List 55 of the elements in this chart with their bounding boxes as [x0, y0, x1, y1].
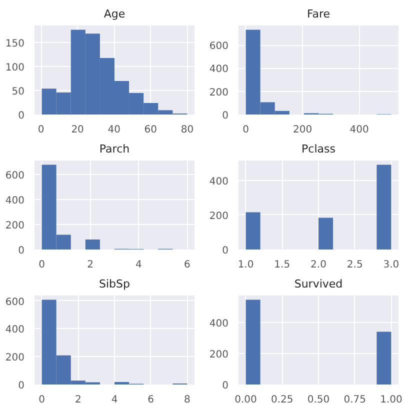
x-tick-label: 0 [38, 260, 45, 270]
y-tick-label: 200 [209, 210, 229, 222]
x-tick-label: 2 [74, 394, 82, 405]
x-tick-label: 2 [87, 260, 94, 270]
x-tick-label: 400 [350, 124, 369, 136]
x-tick-label: 6 [148, 394, 154, 405]
y-tick-label: 150 [5, 38, 25, 50]
x-tick-label: 0.75 [344, 394, 366, 405]
y-tick-label: 100 [5, 62, 25, 74]
x-tick-label: 1.0 [238, 260, 254, 270]
y-tick-label: 200 [209, 350, 229, 361]
x-tick-label: 1.00 [380, 394, 402, 405]
y-tick-label: 400 [209, 176, 229, 188]
y-tick-label: 400 [209, 64, 229, 76]
y-tick-label: 400 [5, 195, 25, 206]
y-tick-label: 0 [18, 380, 25, 392]
x-tick-label: 2.0 [310, 260, 326, 270]
y-tick-label: 400 [5, 324, 25, 336]
chart-title: Survived [294, 278, 343, 290]
chart-title: Age [104, 8, 126, 20]
y-tick-label: 0 [18, 246, 25, 256]
y-tick-label: 0 [18, 110, 25, 122]
chart-title: SibSp [99, 278, 130, 290]
x-tick-label: 0.50 [307, 394, 330, 405]
y-tick-label: 50 [12, 86, 25, 98]
x-tick-label: 80 [180, 124, 194, 136]
x-tick-label: 8 [184, 394, 190, 405]
y-tick-label: 0 [222, 110, 229, 122]
y-tick-label: 600 [209, 41, 229, 52]
y-tick-label: 200 [5, 220, 25, 232]
x-tick-label: 0 [38, 394, 45, 405]
chart-title: Parch [99, 142, 130, 156]
chart-title: Pclass [302, 142, 336, 156]
x-tick-label: 4 [136, 260, 142, 270]
x-tick-label: 0 [242, 124, 249, 136]
x-tick-label: 2.5 [346, 260, 363, 270]
x-tick-label: 0 [38, 124, 44, 136]
y-tick-label: 600 [5, 296, 25, 308]
y-tick-label: 0 [222, 246, 229, 256]
x-tick-label: 0.00 [234, 394, 257, 405]
x-tick-label: 3.0 [383, 260, 400, 270]
x-tick-label: 40 [108, 124, 120, 136]
y-tick-label: 600 [5, 170, 25, 182]
x-tick-label: 6 [184, 260, 190, 270]
x-tick-label: 4 [111, 394, 118, 405]
y-tick-label: 400 [209, 318, 229, 330]
y-tick-label: 0 [222, 380, 229, 392]
y-tick-label: 200 [209, 87, 229, 98]
x-tick-label: 200 [293, 124, 312, 136]
y-tick-label: 200 [5, 352, 25, 364]
x-tick-label: 1.5 [274, 260, 290, 270]
x-tick-label: 60 [144, 124, 158, 136]
chart-title: Fare [306, 8, 330, 20]
x-tick-label: 0.25 [271, 394, 294, 405]
x-tick-label: 20 [71, 124, 84, 136]
